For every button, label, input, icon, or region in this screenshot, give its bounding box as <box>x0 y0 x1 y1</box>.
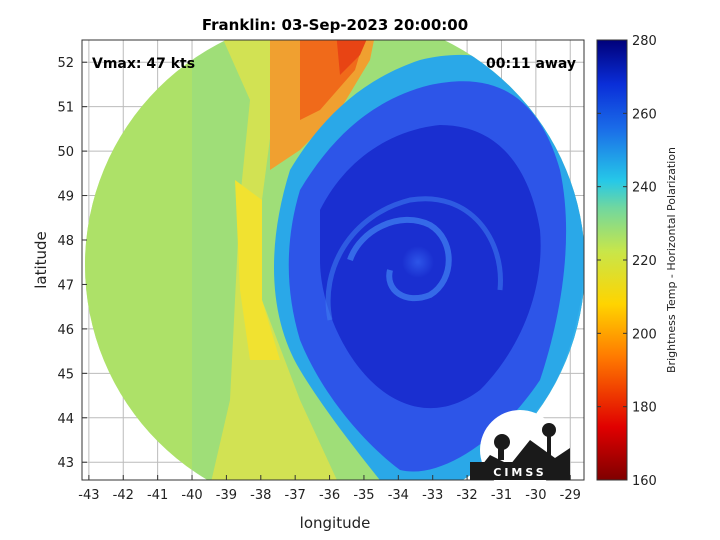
colorbar-tick-label: 240 <box>632 181 657 196</box>
colorbar-tick-label: 260 <box>632 107 657 122</box>
y-tick-label: 49 <box>57 190 74 205</box>
colorbar: 280 260 240 220 200 180 160 Brightness Temp - … <box>596 34 678 489</box>
x-tick-label: -33 <box>422 488 443 503</box>
colorbar-tick-label: 160 <box>632 474 657 489</box>
colorbar-tick-label: 200 <box>632 327 657 342</box>
y-tick-label: 51 <box>57 101 74 116</box>
y-tick-label: 46 <box>57 323 74 338</box>
x-tick-label: -30 <box>525 488 546 503</box>
chart-title: Franklin: 03-Sep-2023 20:00:00 <box>202 16 468 34</box>
y-tick-label: 50 <box>57 145 74 160</box>
x-tick-label: -32 <box>456 488 477 503</box>
cimss-logo: CIMSS <box>470 410 570 490</box>
vmax-label: Vmax: 47 kts <box>92 56 195 72</box>
colorbar-gradient <box>596 39 628 481</box>
colorbar-ticks: 280 260 240 220 200 180 160 <box>597 34 657 489</box>
colorbar-tick-label: 280 <box>632 34 657 49</box>
x-tick-label: -38 <box>250 488 271 503</box>
x-tick-label: -36 <box>319 488 340 503</box>
x-tick-label: -39 <box>216 488 237 503</box>
y-axis-ticks: 52 51 50 49 48 47 46 45 44 43 <box>57 56 87 471</box>
y-tick-label: 43 <box>57 456 74 471</box>
x-tick-label: -40 <box>181 488 202 503</box>
x-tick-label: -43 <box>78 488 99 503</box>
time-away-label: 00:11 away <box>486 56 576 72</box>
colorbar-tick-label: 220 <box>632 254 657 269</box>
x-tick-label: -42 <box>113 488 134 503</box>
x-tick-label: -34 <box>388 488 409 503</box>
x-tick-label: -31 <box>491 488 512 503</box>
y-tick-label: 47 <box>57 278 74 293</box>
y-tick-label: 48 <box>57 234 74 249</box>
x-tick-label: -29 <box>560 488 581 503</box>
x-tick-label: -35 <box>353 488 374 503</box>
x-tick-label: -41 <box>147 488 168 503</box>
x-axis-label: longitude <box>300 514 371 532</box>
logo-text: CIMSS <box>493 466 546 479</box>
colorbar-tick-label: 180 <box>632 401 657 416</box>
colorbar-label: Brightness Temp - Horizontal Polarizatio… <box>665 147 678 373</box>
x-axis-ticks: -43 -42 -41 -40 -39 -38 -37 -36 -35 -34 -33 -32 -31-… <box>78 475 581 503</box>
y-tick-label: 45 <box>57 367 74 382</box>
brightness-temp-swath <box>85 40 584 480</box>
y-axis-label: latitude <box>32 231 50 289</box>
x-tick-label: -37 <box>285 488 306 503</box>
y-tick-label: 44 <box>57 412 74 427</box>
y-tick-label: 52 <box>57 56 74 71</box>
